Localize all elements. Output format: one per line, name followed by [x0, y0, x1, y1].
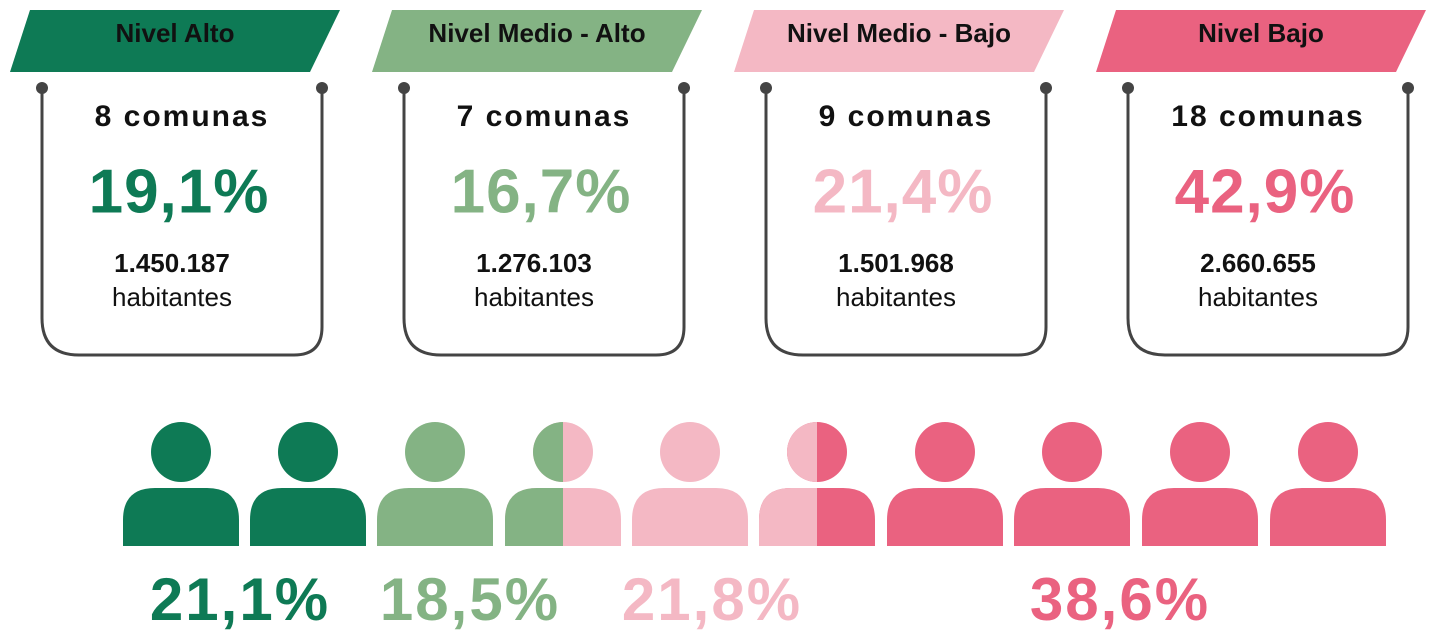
card-pin: [316, 82, 328, 94]
person-head: [405, 422, 465, 482]
person-body: [759, 488, 817, 546]
population: 1.276.103: [476, 248, 592, 278]
person-body: [505, 488, 563, 546]
level-banner: [734, 10, 1064, 72]
person-icon: [1014, 422, 1130, 546]
level-title: Nivel Alto: [116, 18, 235, 48]
communes-count: 9 comunas: [819, 100, 994, 133]
person-body: [887, 488, 1003, 546]
person-body: [377, 488, 493, 546]
person-head: [533, 422, 563, 482]
communes-count: 18 comunas: [1171, 100, 1364, 133]
person-head: [151, 422, 211, 482]
level-title: Nivel Bajo: [1198, 18, 1324, 48]
population-share: 38,6%: [1030, 566, 1210, 633]
person-body: [1142, 488, 1258, 546]
person-body: [1014, 488, 1130, 546]
card-pin: [678, 82, 690, 94]
person-half: [759, 422, 817, 546]
communes-count: 8 comunas: [95, 100, 270, 133]
level-card: Nivel Medio - Bajo 9 comunas 21,4% 1.501.96…: [734, 10, 1064, 357]
person-head: [1042, 422, 1102, 482]
person-half: [505, 422, 563, 546]
card-pin: [760, 82, 772, 94]
level-title: Nivel Medio - Bajo: [787, 18, 1011, 48]
level-banner: [10, 10, 340, 72]
person-icon: [1270, 422, 1386, 546]
person-head: [278, 422, 338, 482]
person-icon: [377, 422, 493, 546]
card-pin: [36, 82, 48, 94]
population: 2.660.655: [1200, 248, 1316, 278]
percent-communes: 21,4%: [813, 157, 994, 226]
person-icon: [250, 422, 366, 546]
person-icon: [1142, 422, 1258, 546]
population-share: 21,1%: [150, 566, 330, 633]
card-pin: [1402, 82, 1414, 94]
person-icon: [505, 422, 621, 546]
person-head: [1298, 422, 1358, 482]
card-pin: [1122, 82, 1134, 94]
percent-communes: 42,9%: [1175, 157, 1356, 226]
level-title: Nivel Medio - Alto: [428, 18, 645, 48]
person-head: [915, 422, 975, 482]
level-banner: [372, 10, 702, 72]
person-icon: [123, 422, 239, 546]
person-body: [250, 488, 366, 546]
person-icon: [759, 422, 875, 546]
card-frame: [40, 88, 324, 357]
card-pin: [398, 82, 410, 94]
card-frame: [764, 88, 1048, 357]
population: 1.501.968: [838, 248, 954, 278]
person-body: [123, 488, 239, 546]
percent-communes: 16,7%: [451, 157, 632, 226]
population-unit: habitantes: [1198, 282, 1318, 312]
population-unit: habitantes: [112, 282, 232, 312]
population-unit: habitantes: [836, 282, 956, 312]
person-head: [1170, 422, 1230, 482]
population-share: 21,8%: [622, 566, 802, 633]
person-body: [1270, 488, 1386, 546]
population-unit: habitantes: [474, 282, 594, 312]
level-card: Nivel Medio - Alto 7 comunas 16,7% 1.276.10…: [372, 10, 702, 357]
card-frame: [1126, 88, 1410, 357]
population-share: 18,5%: [380, 566, 560, 633]
card-frame: [402, 88, 686, 357]
person-body: [632, 488, 748, 546]
level-card: Nivel Bajo 18 comunas 42,9% 2.660.655 habita…: [1096, 10, 1426, 357]
communes-count: 7 comunas: [457, 100, 632, 133]
person-head: [660, 422, 720, 482]
population: 1.450.187: [114, 248, 230, 278]
person-icon: [887, 422, 1003, 546]
percent-communes: 19,1%: [89, 157, 270, 226]
person-head: [787, 422, 817, 482]
person-icon: [632, 422, 748, 546]
level-banner: [1096, 10, 1426, 72]
card-pin: [1040, 82, 1052, 94]
level-card: Nivel Alto 8 comunas 19,1% 1.450.187 habitan…: [10, 10, 340, 357]
